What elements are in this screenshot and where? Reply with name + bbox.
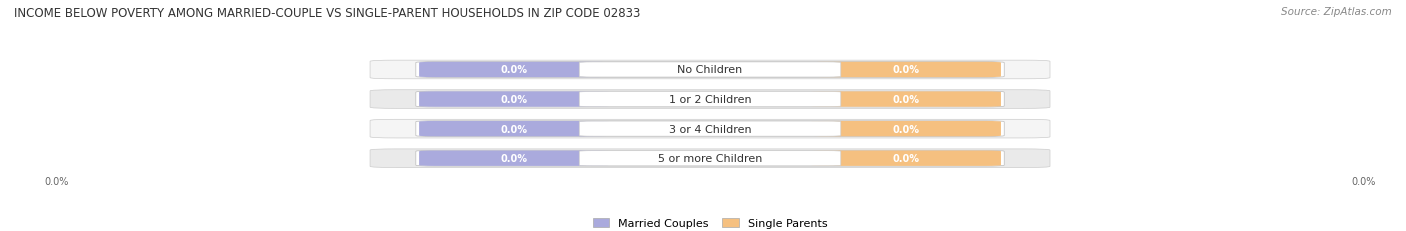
Text: 0.0%: 0.0% [893,95,920,105]
Text: 0.0%: 0.0% [893,65,920,75]
Text: INCOME BELOW POVERTY AMONG MARRIED-COUPLE VS SINGLE-PARENT HOUSEHOLDS IN ZIP COD: INCOME BELOW POVERTY AMONG MARRIED-COUPL… [14,7,641,20]
Text: 0.0%: 0.0% [501,154,527,164]
Text: 0.0%: 0.0% [501,124,527,134]
Legend: Married Couples, Single Parents: Married Couples, Single Parents [588,213,832,231]
FancyBboxPatch shape [416,121,1004,137]
FancyBboxPatch shape [416,151,1004,166]
FancyBboxPatch shape [419,92,609,107]
FancyBboxPatch shape [419,122,609,137]
FancyBboxPatch shape [811,122,1001,137]
FancyBboxPatch shape [416,62,1004,78]
FancyBboxPatch shape [579,151,841,166]
FancyBboxPatch shape [811,63,1001,78]
FancyBboxPatch shape [370,120,1050,138]
FancyBboxPatch shape [579,92,841,107]
Text: 0.0%: 0.0% [893,154,920,164]
Text: 5 or more Children: 5 or more Children [658,154,762,164]
Text: 0.0%: 0.0% [501,95,527,105]
FancyBboxPatch shape [419,63,609,78]
FancyBboxPatch shape [419,151,609,166]
FancyBboxPatch shape [811,92,1001,107]
Text: 1 or 2 Children: 1 or 2 Children [669,95,751,105]
FancyBboxPatch shape [416,92,1004,107]
FancyBboxPatch shape [370,61,1050,79]
FancyBboxPatch shape [811,151,1001,166]
Text: No Children: No Children [678,65,742,75]
FancyBboxPatch shape [370,149,1050,168]
Text: 0.0%: 0.0% [893,124,920,134]
FancyBboxPatch shape [370,90,1050,109]
Text: 0.0%: 0.0% [501,65,527,75]
Text: Source: ZipAtlas.com: Source: ZipAtlas.com [1281,7,1392,17]
FancyBboxPatch shape [579,122,841,137]
Text: 3 or 4 Children: 3 or 4 Children [669,124,751,134]
FancyBboxPatch shape [579,63,841,78]
